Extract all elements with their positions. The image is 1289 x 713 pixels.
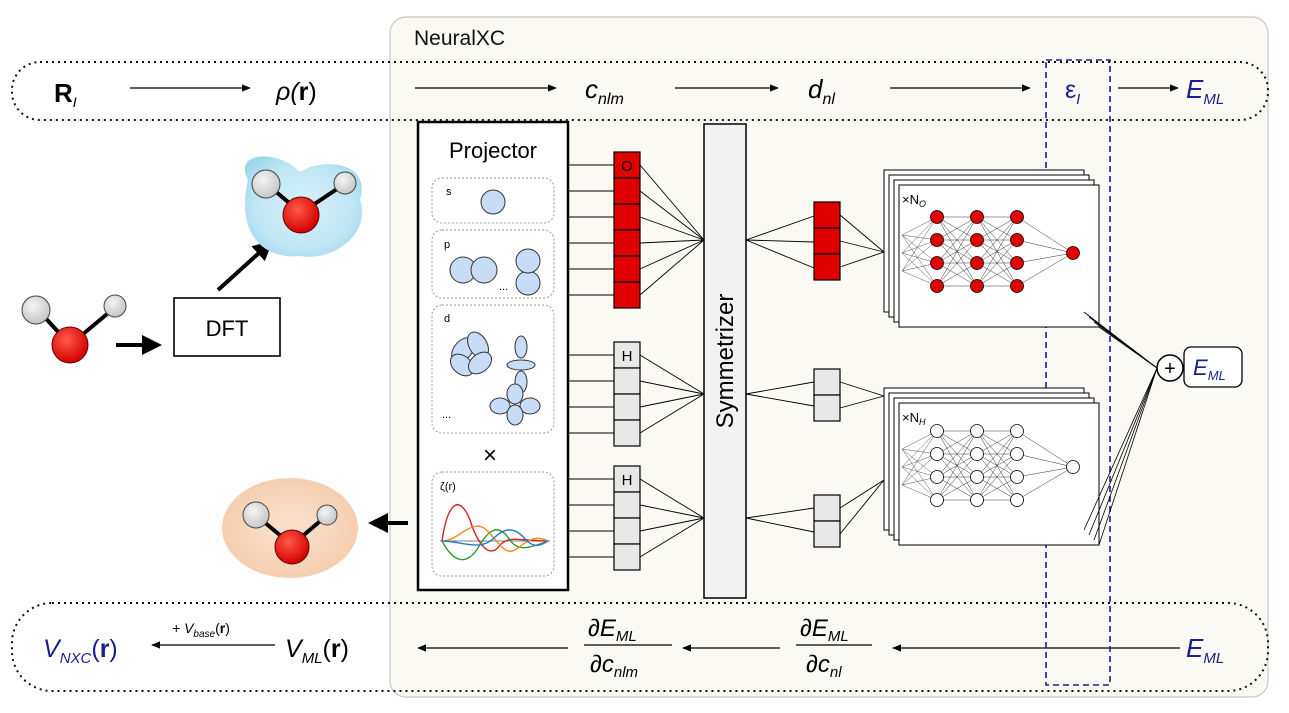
projector-title: Projector bbox=[449, 138, 537, 163]
p-orbital-ellipsis: ... bbox=[499, 281, 508, 293]
hydrogen-neuron bbox=[970, 447, 984, 461]
hydrogen1-descriptor-column bbox=[813, 368, 841, 422]
rho-label: ρ(r) bbox=[275, 78, 317, 106]
hydrogen-neuron bbox=[930, 424, 944, 438]
oxygen-descriptor-column bbox=[813, 201, 841, 281]
dft-box bbox=[173, 297, 281, 357]
hydrogen2-descriptor-column bbox=[813, 494, 841, 548]
sum-plus: + bbox=[1164, 358, 1176, 380]
oxygen-neural-network bbox=[901, 210, 1080, 293]
cnlm-label: cnlm bbox=[585, 74, 624, 108]
oxygen-neuron bbox=[930, 210, 944, 224]
hydrogen-neuron bbox=[970, 424, 984, 438]
oxygen-neuron bbox=[970, 210, 984, 224]
d-orbital-icon bbox=[449, 331, 541, 426]
p-orbital-label: p bbox=[444, 239, 450, 251]
s-orbital-icon bbox=[480, 189, 506, 215]
oxygen-network-count: ×NO bbox=[902, 192, 926, 209]
d-orbital-label: d bbox=[444, 313, 450, 325]
hydrogen-output-neuron bbox=[1066, 460, 1080, 474]
projector-to-columns-lines bbox=[568, 164, 614, 558]
dE-dc-nlm-num: ∂EML bbox=[588, 615, 637, 645]
times-symbol: × bbox=[483, 442, 497, 469]
hydrogen-neuron bbox=[970, 493, 984, 507]
eml-top-label: EML bbox=[1186, 74, 1224, 108]
hydrogen-neuron bbox=[930, 470, 944, 484]
oxygen-output-neuron bbox=[1066, 246, 1080, 260]
hydrogen-neural-network bbox=[901, 424, 1080, 507]
hydrogen2-column-label: H bbox=[622, 472, 633, 489]
oxygen-neuron bbox=[970, 256, 984, 270]
hydrogen2-coefficient-column bbox=[613, 465, 641, 571]
oxygen-neuron bbox=[970, 279, 984, 293]
oxygen-neuron bbox=[1010, 233, 1024, 247]
network-to-sum-lines bbox=[1083, 311, 1158, 546]
dnl-label: dnl bbox=[808, 74, 835, 108]
forward-pipeline-row bbox=[11, 61, 1269, 121]
dE-dc-nl-den: ∂cnl bbox=[806, 651, 842, 681]
dE-dc-nlm-den: ∂cnlm bbox=[590, 651, 638, 681]
water-molecule-input bbox=[21, 294, 127, 364]
symmetrizer-to-features-lines bbox=[745, 215, 815, 533]
hydrogen-neuron bbox=[930, 493, 944, 507]
oxygen-neuron bbox=[930, 279, 944, 293]
hydrogen-network-stack bbox=[883, 387, 1100, 546]
vnxc-label: VNXC(r) bbox=[43, 635, 118, 667]
backward-pipeline-row bbox=[11, 602, 1269, 692]
oxygen-neuron bbox=[930, 233, 944, 247]
eml-output-box bbox=[1183, 346, 1243, 388]
hydrogen-neuron bbox=[1010, 424, 1024, 438]
dE-dc-nl-num: ∂EML bbox=[800, 615, 849, 645]
electron-density-molecule bbox=[244, 156, 363, 257]
neuralxc-title: NeuralXC bbox=[414, 27, 505, 50]
oxygen-neuron bbox=[1010, 210, 1024, 224]
dft-label: DFT bbox=[206, 316, 249, 341]
vml-label: VML(r) bbox=[285, 635, 349, 667]
potential-molecule bbox=[222, 478, 358, 578]
hydrogen-neuron bbox=[1010, 470, 1024, 484]
d-orbital-ellipsis: ... bbox=[442, 409, 451, 421]
eps-label: εI bbox=[1065, 76, 1080, 108]
hydrogen-neuron bbox=[930, 447, 944, 461]
oxygen-neuron bbox=[1010, 279, 1024, 293]
arrow-dft-density bbox=[216, 240, 273, 292]
symmetrizer-label: Symmetrizer bbox=[712, 294, 739, 429]
symmetrizer-box bbox=[703, 123, 747, 599]
eml-bottom-label: EML bbox=[1186, 633, 1224, 667]
s-orbital-label: s bbox=[446, 186, 452, 198]
hydrogen-neuron bbox=[1010, 447, 1024, 461]
atomic-energy-column bbox=[1045, 59, 1111, 686]
oxygen-neuron bbox=[970, 233, 984, 247]
vbase-label: + Vbase(r) bbox=[172, 620, 230, 640]
eml-output-label: EML bbox=[1193, 355, 1226, 383]
columns-to-symmetrizer-lines bbox=[639, 164, 705, 558]
oxygen-coefficient-column bbox=[613, 151, 641, 309]
oxygen-neuron bbox=[1010, 256, 1024, 270]
hydrogen-neuron bbox=[1010, 493, 1024, 507]
p-orbital-icon bbox=[449, 248, 541, 296]
r-label: RI bbox=[54, 78, 77, 110]
hydrogen-neuron bbox=[970, 470, 984, 484]
radial-basis-label: ζ(r) bbox=[440, 481, 456, 493]
descriptor-to-network-lines bbox=[839, 214, 885, 535]
radial-basis-curves bbox=[440, 504, 550, 561]
hydrogen-network-count: ×NH bbox=[902, 410, 926, 427]
oxygen-network-stack bbox=[883, 169, 1100, 328]
radial-basis-box bbox=[431, 471, 555, 577]
hydrogen1-column-label: H bbox=[622, 348, 633, 365]
oxygen-neuron bbox=[930, 256, 944, 270]
oxygen-column-label: O bbox=[621, 158, 633, 175]
hydrogen1-coefficient-column bbox=[613, 341, 641, 447]
